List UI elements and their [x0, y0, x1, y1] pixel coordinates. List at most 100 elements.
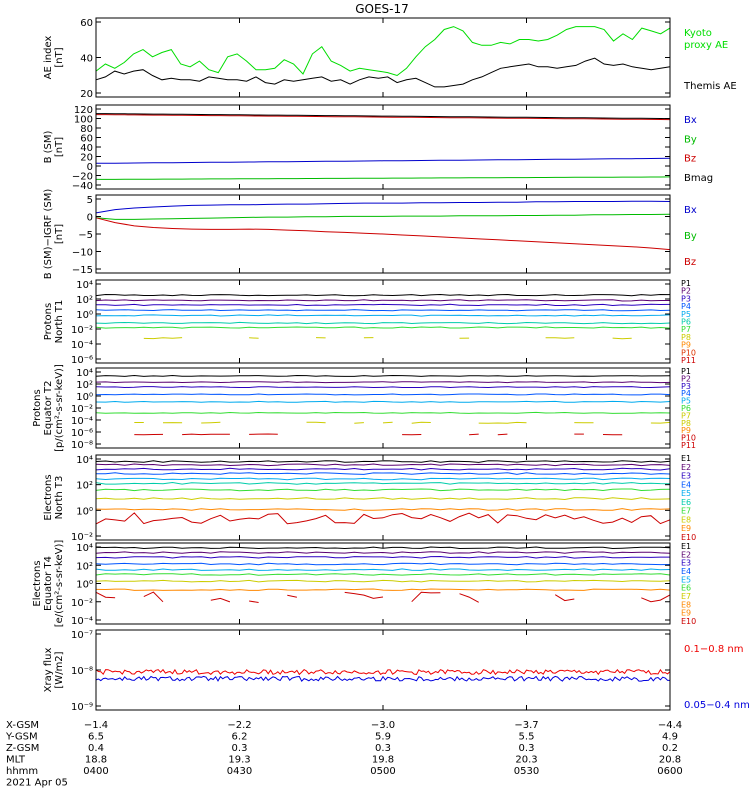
x-column-value: −3.7: [514, 720, 538, 731]
series-e10: [210, 597, 231, 603]
y-axis-label: Electrons: [43, 474, 54, 520]
y-tick-label: 10⁻²: [71, 325, 93, 336]
x-column-value: 4.9: [662, 732, 678, 743]
y-tick-label: −20: [72, 172, 93, 183]
series-p7: [478, 421, 527, 424]
legend-label: E6: [681, 584, 691, 593]
legend-label: E8: [681, 515, 691, 524]
series-by: [95, 213, 671, 220]
y-tick-label: 60: [80, 134, 93, 145]
series-e6: [95, 481, 671, 485]
y-axis-label: Protons: [43, 303, 54, 340]
x-column-value: 0.3: [375, 743, 391, 754]
y-tick-label: 20: [80, 153, 93, 164]
legend-label: E3: [681, 472, 691, 481]
legend-label: P4: [681, 302, 691, 311]
legend-label: E7: [681, 592, 691, 601]
x-column-value: 0430: [227, 766, 252, 777]
legend-label: P1: [681, 367, 691, 376]
y-tick-label: 120: [74, 105, 93, 116]
y-tick-label: 10⁻²: [71, 404, 93, 415]
legend-label: P10: [681, 348, 696, 357]
series-p10: [182, 433, 230, 436]
x-column-value: −2.2: [227, 720, 251, 731]
y-tick-label: −5: [78, 230, 93, 241]
legend-label: Bz: [684, 154, 696, 165]
legend-label: P2: [681, 287, 691, 296]
series-e4: [96, 472, 671, 475]
series-e10: [554, 594, 575, 602]
y-axis-label: Equator T4: [43, 556, 54, 611]
y-tick-label: 10⁻²: [71, 598, 93, 609]
legend-label: Bx: [684, 205, 697, 216]
y-tick-label: 10⁻⁹: [71, 702, 93, 713]
panel-frame: [95, 17, 671, 98]
series-e6: [95, 573, 671, 576]
series-e10: [95, 591, 116, 599]
legend-label: E1: [681, 454, 691, 463]
legend-label: 0.1−0.8 nm: [684, 644, 743, 655]
y-tick-label: 10⁰: [76, 310, 93, 321]
y-axis-label: B (SM)−IGRF (SM): [43, 189, 54, 280]
x-column-value: 5.9: [375, 732, 391, 743]
legend-label: P1: [681, 279, 691, 288]
series-p8: [612, 337, 632, 340]
x-column-value: 5.5: [519, 732, 535, 743]
series-bx: [96, 157, 671, 164]
legend-label: P8: [681, 419, 691, 428]
y-axis-label: North T1: [54, 300, 65, 344]
legend-label: P5: [681, 310, 691, 319]
y-axis-label: AE index: [43, 36, 54, 80]
y-axis-label: [W/m2]: [54, 651, 65, 688]
legend-label: P8: [681, 333, 691, 342]
legend-label: P11: [681, 356, 696, 365]
panel-frame: [95, 367, 671, 449]
x-column-value: 20.3: [515, 755, 537, 766]
series-p3: [95, 303, 671, 307]
series-p4: [95, 309, 671, 312]
series-e7: [95, 488, 671, 492]
x-row-label: hhmm: [6, 766, 38, 777]
series-p6: [95, 321, 671, 325]
x-column-value: 20.8: [659, 755, 681, 766]
y-tick-label: 10⁻⁸: [71, 666, 93, 677]
series-p1: [95, 293, 671, 297]
series-p5: [95, 400, 671, 403]
legend-label: By: [684, 231, 697, 242]
x-column-value: 19.3: [228, 755, 250, 766]
y-tick-label: 10²: [76, 380, 93, 391]
legend-label: P7: [681, 325, 691, 334]
x-column-value: 0400: [83, 766, 108, 777]
y-tick-label: 5: [87, 195, 93, 206]
legend-label: P2: [681, 374, 691, 383]
y-tick-label: −15: [72, 265, 93, 276]
series-p7: [382, 421, 393, 424]
y-tick-label: 20: [80, 89, 93, 100]
y-tick-label: 60: [80, 18, 93, 29]
y-tick-label: 10⁻⁴: [71, 416, 93, 427]
series-p10: [469, 433, 479, 436]
legend-label: E4: [681, 567, 691, 576]
y-axis-label: Xray flux: [43, 648, 54, 693]
x-row-label: Y-GSM: [5, 732, 38, 743]
series-kyoto-proxy-ae: [95, 26, 671, 77]
x-row-label: X-GSM: [6, 720, 39, 731]
series-e3: [95, 555, 670, 559]
series-e10: [143, 591, 164, 603]
x-row-label: MLT: [6, 755, 26, 766]
series-p4: [95, 393, 671, 396]
y-tick-label: 10⁴: [76, 455, 93, 466]
series-e8: [95, 588, 671, 591]
y-axis-label: [e/(cm²-s-sr-keV)]: [54, 540, 65, 628]
series-e10: [641, 594, 671, 603]
legend-label: P3: [681, 382, 691, 391]
x-column-value: 0600: [657, 766, 682, 777]
series-bz: [95, 217, 671, 251]
x-column-value: 6.5: [88, 732, 104, 743]
legend-label: E5: [681, 489, 691, 498]
legend-label: Bz: [684, 257, 696, 268]
y-axis-label: [p/(cm²-s-sr-keV)]: [54, 364, 65, 452]
